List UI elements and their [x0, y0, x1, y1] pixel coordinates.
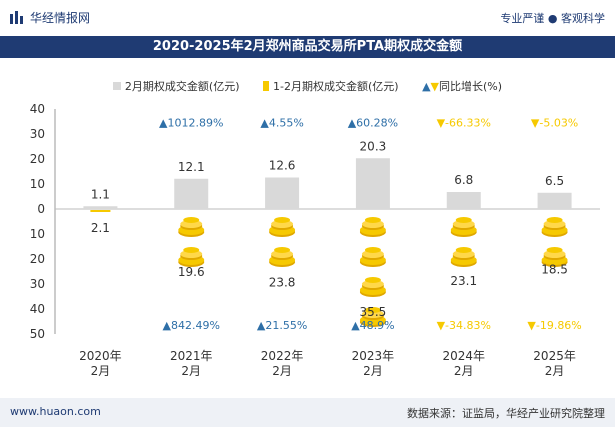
y-tick-label: 20	[30, 152, 45, 166]
y-tick-label: 40	[30, 102, 45, 116]
coin-stack-icon	[178, 217, 205, 237]
bar-value-label: 1.1	[91, 187, 110, 201]
x-category-label: 2020年	[79, 349, 122, 363]
bar-monthly	[446, 192, 481, 209]
footer: www.huaon.com 数据来源：证监局，华经产业研究院整理	[0, 398, 615, 427]
bar-value-label: 12.6	[269, 159, 296, 173]
x-category-label: 2023年	[352, 349, 395, 363]
up-arrow-icon: ▲	[422, 80, 431, 93]
x-category-label: 2月	[545, 364, 565, 378]
legend-item-cumulative: 1-2月期权成交金额(亿元)	[263, 80, 399, 93]
x-category-label: 2025年	[533, 349, 576, 363]
chart-title: 2020-2025年2月郑州商品交易所PTA期权成交金额	[0, 36, 615, 58]
bar-monthly	[174, 178, 209, 209]
growth-feb-label: ▲1012.89%	[159, 117, 223, 130]
y-tick-label: 40	[30, 302, 45, 316]
bar-value-label: 12.1	[178, 160, 205, 174]
coin-stack-icon	[359, 217, 386, 237]
y-tick-label: 10	[30, 177, 45, 191]
y-tick-label: 30	[30, 127, 45, 141]
x-category-label: 2021年	[170, 349, 213, 363]
cumulative-value-label: 2.1	[91, 221, 110, 235]
x-category-label: 2月	[272, 364, 292, 378]
logo-icon	[10, 11, 23, 24]
y-tick-label: 30	[30, 277, 45, 291]
coin-stack-icon	[359, 277, 386, 297]
growth-feb-label: ▼-66.33%	[437, 117, 491, 130]
down-arrow-icon: ▼	[430, 80, 440, 93]
coin-stack-icon	[269, 217, 296, 237]
growth-janfeb-label: ▲48.9%	[351, 319, 394, 332]
footer-source: 数据来源：证监局，华经产业研究院整理	[407, 407, 605, 420]
cumulative-value-label: 23.8	[269, 276, 296, 290]
legend-swatch-coin	[263, 81, 270, 91]
growth-feb-label: ▼-5.03%	[531, 117, 578, 130]
brand-name: 华经情报网	[30, 11, 91, 25]
bar-value-label: 20.3	[360, 139, 387, 153]
bar-value-label: 6.5	[545, 174, 564, 188]
coin-stack-icon	[450, 217, 477, 237]
coin-stack-icon	[359, 247, 386, 267]
x-category-label: 2月	[363, 364, 383, 378]
coin-stack-icon	[269, 247, 296, 267]
bar-monthly	[83, 206, 118, 209]
y-tick-label: 0	[37, 202, 45, 216]
coin-stack-icon	[541, 247, 568, 267]
legend-swatch-bar	[112, 82, 121, 90]
legend: 2月期权成交金额(亿元) 1-2月期权成交金额(亿元) ▲▼同比增长(%)	[0, 78, 615, 94]
bar-monthly	[355, 158, 390, 209]
growth-janfeb-label: ▲842.49%	[163, 319, 220, 332]
growth-janfeb-label: ▼-19.86%	[527, 319, 581, 332]
brand[interactable]: 华经情报网	[10, 9, 90, 26]
chart-area: 40302010010203040501.12.12020年2月12.119.6…	[30, 102, 600, 378]
coin-stack-icon	[359, 307, 386, 327]
x-category-label: 2月	[181, 364, 201, 378]
bar-value-label: 6.8	[454, 173, 473, 187]
footer-url[interactable]: www.huaon.com	[10, 405, 101, 418]
y-tick-label: 50	[30, 327, 45, 341]
x-category-label: 2月	[454, 364, 474, 378]
cumulative-value-label: 19.6	[178, 265, 205, 279]
top-bar: 华经情报网 专业严谨 ● 客观科学	[0, 0, 615, 36]
bar-monthly	[265, 177, 300, 209]
x-category-label: 2022年	[261, 349, 304, 363]
cumulative-value-label: 23.1	[450, 274, 477, 288]
legend-item-growth: ▲▼同比增长(%)	[422, 80, 503, 93]
coin-stack-icon	[450, 247, 477, 267]
tagline: 专业严谨 ● 客观科学	[500, 12, 605, 25]
cumulative-value-label: 18.5	[541, 262, 568, 276]
x-category-label: 2024年	[442, 349, 485, 363]
growth-janfeb-label: ▲21.55%	[257, 319, 307, 332]
cumulative-value-label: 35.5	[360, 305, 387, 319]
x-category-label: 2月	[91, 364, 111, 378]
y-tick-label: 20	[30, 252, 45, 266]
growth-feb-label: ▲60.28%	[348, 117, 398, 130]
bar-monthly	[537, 192, 572, 209]
y-tick-label: 10	[30, 227, 45, 241]
growth-feb-label: ▲4.55%	[260, 117, 303, 130]
growth-janfeb-label: ▼-34.83%	[437, 319, 491, 332]
coin-stack-icon	[541, 217, 568, 237]
coin-stack-icon	[178, 247, 205, 267]
legend-item-monthly: 2月期权成交金额(亿元)	[112, 80, 240, 93]
